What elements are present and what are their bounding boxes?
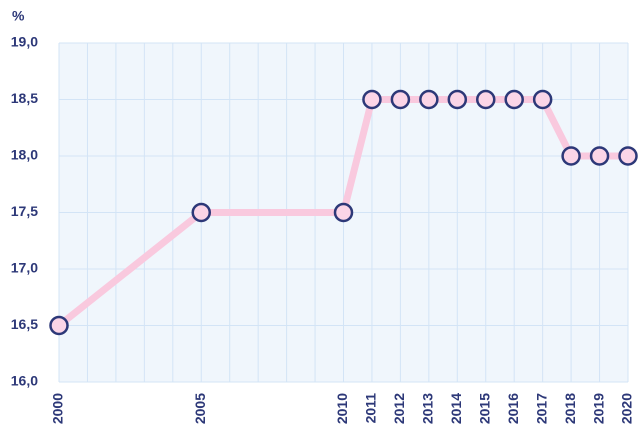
x-tick-label: 2010 xyxy=(334,393,350,424)
x-tick-label: 2013 xyxy=(420,393,436,424)
x-tick-label: 2015 xyxy=(476,393,492,424)
y-tick-label: 17,5 xyxy=(11,203,38,219)
x-tick-label: 2016 xyxy=(505,393,521,424)
x-tick-label: 2018 xyxy=(562,393,578,424)
marker xyxy=(504,89,524,110)
marker xyxy=(532,89,553,110)
marker xyxy=(390,89,411,110)
x-tick-label: 2014 xyxy=(448,393,464,424)
x-tick-label: 2012 xyxy=(391,393,407,424)
y-unit: % xyxy=(12,8,25,24)
x-tick-label: 2011 xyxy=(363,393,379,424)
marker xyxy=(49,315,69,336)
marker xyxy=(447,89,468,110)
x-tick-label: 2017 xyxy=(533,393,549,424)
marker xyxy=(191,202,211,223)
marker xyxy=(362,89,382,110)
y-tick-label: 18,5 xyxy=(11,90,38,106)
x-tick-label: 2019 xyxy=(590,393,606,424)
marker xyxy=(476,89,496,110)
marker xyxy=(589,146,610,166)
y-tick-label: 16,0 xyxy=(11,373,38,389)
marker xyxy=(419,89,439,110)
marker xyxy=(333,202,354,223)
x-tick-label: 2005 xyxy=(192,393,208,424)
marker xyxy=(561,146,581,166)
y-tick-label: 17,0 xyxy=(11,260,38,276)
y-tick-label: 16,5 xyxy=(11,316,38,332)
y-tick-label: 19,0 xyxy=(11,34,38,50)
y-tick-label: 18,0 xyxy=(11,147,38,163)
marker xyxy=(618,146,638,166)
x-tick-label: 2020 xyxy=(619,393,635,424)
x-tick-label: 2000 xyxy=(50,393,66,424)
